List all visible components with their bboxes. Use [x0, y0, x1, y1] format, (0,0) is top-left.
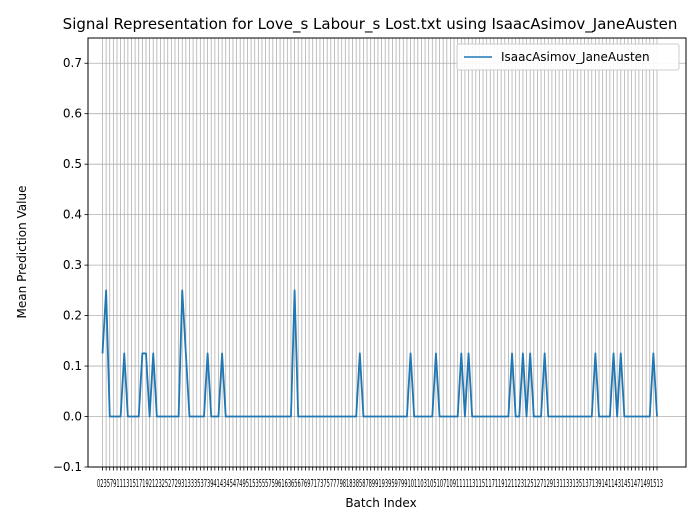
- y-tick-label: 0.1: [63, 359, 82, 373]
- x-grid: [102, 38, 658, 467]
- y-tick-label: −0.1: [53, 460, 82, 474]
- chart-title: Signal Representation for Love_s Labour_…: [63, 15, 678, 34]
- y-tick-label: 0.3: [63, 258, 82, 272]
- y-tick-label: 0.2: [63, 309, 82, 323]
- y-tick-label: 0.4: [63, 208, 82, 222]
- legend-label: IsaacAsimov_JaneAusten: [501, 50, 650, 64]
- y-tick-label: 0.7: [63, 56, 82, 70]
- y-tick-label: 0.5: [63, 157, 82, 171]
- x-ticks: [102, 467, 658, 471]
- y-ticks: −0.1 0.0 0.1 0.2 0.3 0.4 0.5 0.6 0.7: [53, 56, 88, 474]
- plot-frame: [87, 37, 687, 468]
- y-tick-label: 0.6: [63, 107, 82, 121]
- legend-box: [456, 43, 680, 71]
- series-line: [101, 289, 658, 418]
- x-tick-labels: 0235791113151719212325272931333537394143…: [97, 477, 663, 490]
- x-axis-label: Batch Index: [345, 496, 416, 510]
- y-axis-label: Mean Prediction Value: [15, 186, 29, 319]
- series-group: [101, 289, 658, 418]
- legend: IsaacAsimov_JaneAusten: [456, 43, 680, 71]
- y-tick-label: 0.0: [63, 410, 82, 424]
